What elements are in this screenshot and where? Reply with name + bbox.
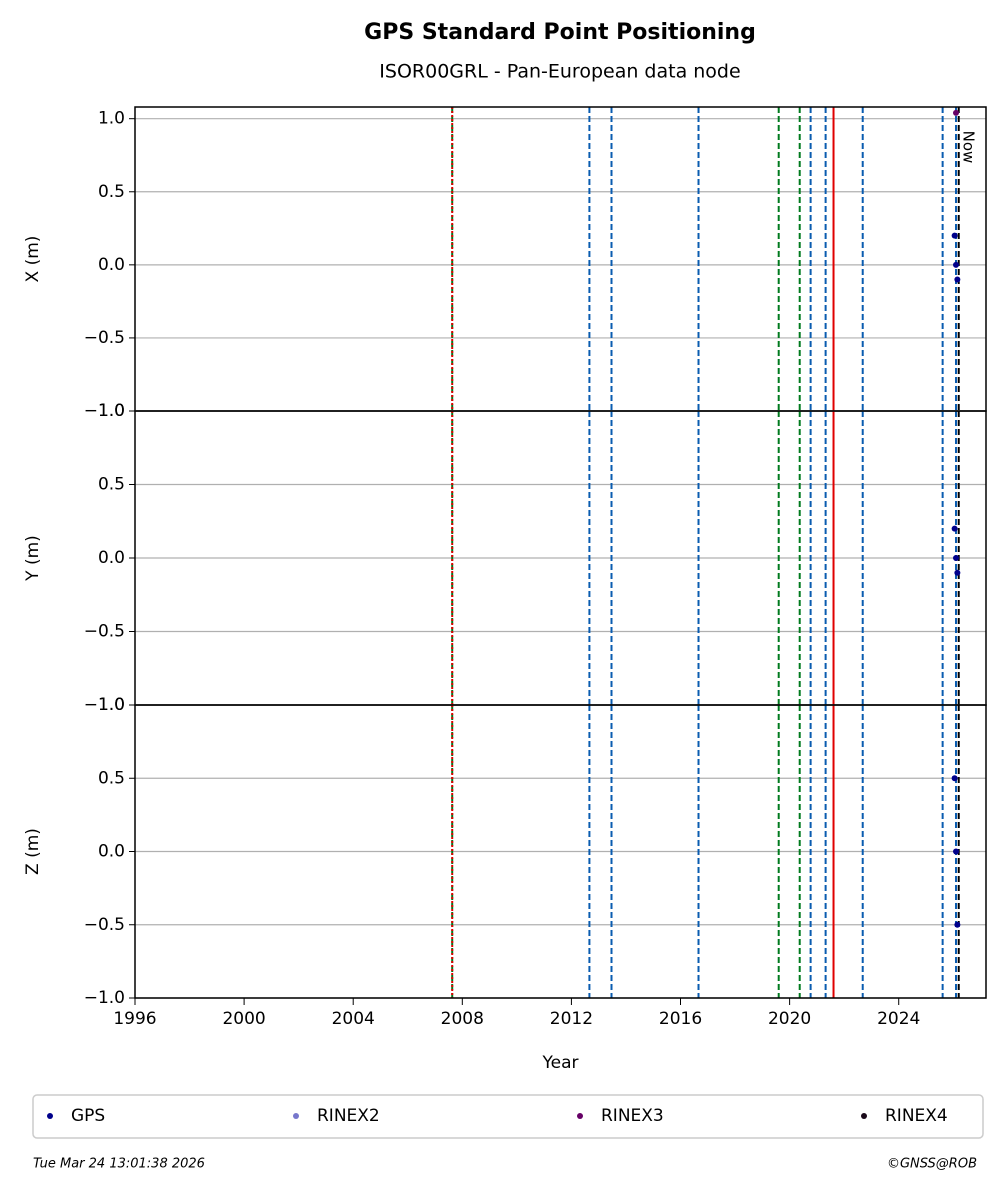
- x-tick-label: 2008: [441, 1009, 484, 1029]
- data-point: [954, 921, 961, 928]
- legend-label: RINEX4: [885, 1106, 948, 1126]
- x-tick-label: 2012: [550, 1009, 593, 1029]
- y-axis-label: X (m): [23, 236, 43, 283]
- y-tick-label: 0.5: [98, 182, 125, 202]
- legend-box: [32, 1094, 984, 1139]
- y-tick-label: 0.0: [98, 255, 125, 275]
- x-tick-label: 2004: [332, 1009, 375, 1029]
- data-point: [951, 775, 958, 782]
- axes-frame: [134, 106, 987, 412]
- data-point: [951, 525, 958, 532]
- chart-title: GPS Standard Point Positioning: [364, 20, 756, 45]
- legend-marker: [577, 1113, 583, 1119]
- data-point: [952, 109, 959, 116]
- y-tick-label: 0.5: [98, 768, 125, 788]
- footer-credit: ©GNSS@ROB: [887, 1157, 977, 1172]
- x-tick-label: 2024: [877, 1009, 920, 1029]
- y-tick-label: 0.0: [98, 548, 125, 568]
- y-tick-label: 1.0: [98, 695, 125, 715]
- y-tick-label: 1.0: [98, 401, 125, 421]
- axes-frame: [134, 704, 987, 999]
- legend-marker: [47, 1113, 53, 1119]
- y-tick-label: −0.5: [84, 915, 125, 935]
- data-point: [951, 232, 958, 239]
- y-tick-label: −0.5: [84, 622, 125, 642]
- y-axis-label: Y (m): [23, 535, 43, 582]
- y-tick-label: 1.0: [98, 109, 125, 129]
- legend-label: RINEX2: [317, 1106, 380, 1126]
- legend-label: RINEX3: [601, 1106, 664, 1126]
- legend-marker: [861, 1113, 867, 1119]
- y-tick-label: −0.5: [84, 328, 125, 348]
- x-tick-label: 2000: [222, 1009, 265, 1029]
- y-tick-label: 0.0: [98, 842, 125, 862]
- legend-label: GPS: [71, 1106, 105, 1126]
- x-axis-label: Year: [542, 1053, 579, 1073]
- data-point: [952, 555, 959, 561]
- data-point: [954, 276, 961, 283]
- x-tick-label: 2020: [768, 1009, 811, 1029]
- chart-subtitle: ISOR00GRL - Pan-European data node: [379, 61, 740, 83]
- footer-date: Tue Mar 24 13:01:38 2026: [33, 1157, 205, 1172]
- y-tick-label: −1.0: [84, 695, 125, 715]
- data-point: [952, 261, 959, 268]
- annotation: Now: [960, 131, 978, 164]
- y-tick-label: −1.0: [84, 988, 125, 1008]
- legend-marker: [293, 1113, 299, 1119]
- x-tick-label: 2016: [659, 1009, 702, 1029]
- y-tick-label: −1.0: [84, 401, 125, 421]
- data-point: [952, 848, 959, 855]
- y-axis-label: Z (m): [23, 828, 43, 875]
- data-point: [954, 569, 961, 576]
- x-tick-label: 1996: [113, 1009, 156, 1029]
- y-tick-label: 0.5: [98, 475, 125, 495]
